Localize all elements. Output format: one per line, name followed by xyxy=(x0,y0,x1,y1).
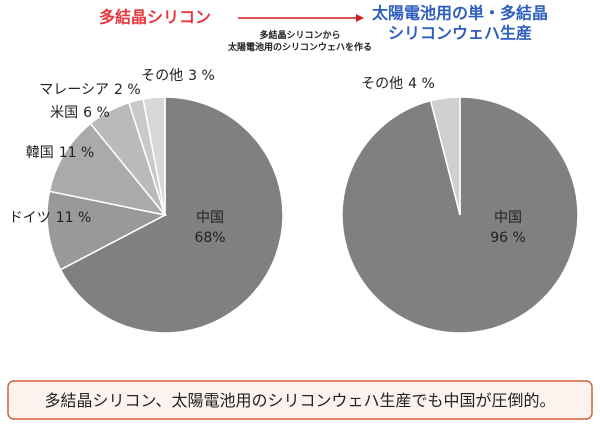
annotation: 多結晶シリコンから xyxy=(259,29,340,41)
pie-slice xyxy=(59,96,284,334)
slice-label: ドイツ 11 % xyxy=(9,210,92,226)
slice-label: 米国 6 % xyxy=(50,105,110,121)
value-label: 11 % xyxy=(59,145,95,161)
chart-title: 多結晶シリコン xyxy=(99,8,211,27)
value-label: 11 % xyxy=(56,210,92,226)
annotation: 太陽電池用のシリコンウェハを作る xyxy=(227,41,372,53)
category-label: マレーシア xyxy=(39,82,109,98)
slice-label: 中国 68% xyxy=(194,210,225,246)
slice-label: その他 4 % xyxy=(361,76,435,92)
slice-label: その他 3 % xyxy=(141,68,215,84)
arrow-head xyxy=(356,14,364,22)
chart-title: シリコンウェハ生産 xyxy=(388,24,532,43)
slice-label: 中国 96 % xyxy=(490,210,526,246)
value-label: 96 % xyxy=(490,230,526,246)
chart-title: 太陽電池用の単・多結晶 xyxy=(371,4,548,23)
slice-label: 韓国 11 % xyxy=(26,145,95,161)
value-label: 2 % xyxy=(114,82,141,98)
value-label: 68% xyxy=(194,230,225,246)
pie-slice xyxy=(46,190,168,271)
caption: 多結晶シリコン、太陽電池用のシリコンウェハ生産でも中国が圧倒的。 xyxy=(44,391,555,410)
pie-slice xyxy=(142,96,166,216)
category-label: ドイツ xyxy=(9,210,51,226)
category-label: その他 xyxy=(361,76,403,92)
category-label: 中国 xyxy=(494,210,522,226)
pie-slice xyxy=(429,96,461,216)
slice-label: マレーシア 2 % xyxy=(39,82,140,98)
category-label: 中国 xyxy=(196,210,224,226)
category-label: 韓国 xyxy=(26,145,54,161)
value-label: 3 % xyxy=(188,68,215,84)
value-label: 4 % xyxy=(408,76,435,92)
category-label: その他 xyxy=(141,68,183,84)
value-label: 6 % xyxy=(83,105,110,121)
caption-box xyxy=(7,380,593,420)
pie-slice xyxy=(48,122,167,217)
category-label: 米国 xyxy=(50,105,78,121)
